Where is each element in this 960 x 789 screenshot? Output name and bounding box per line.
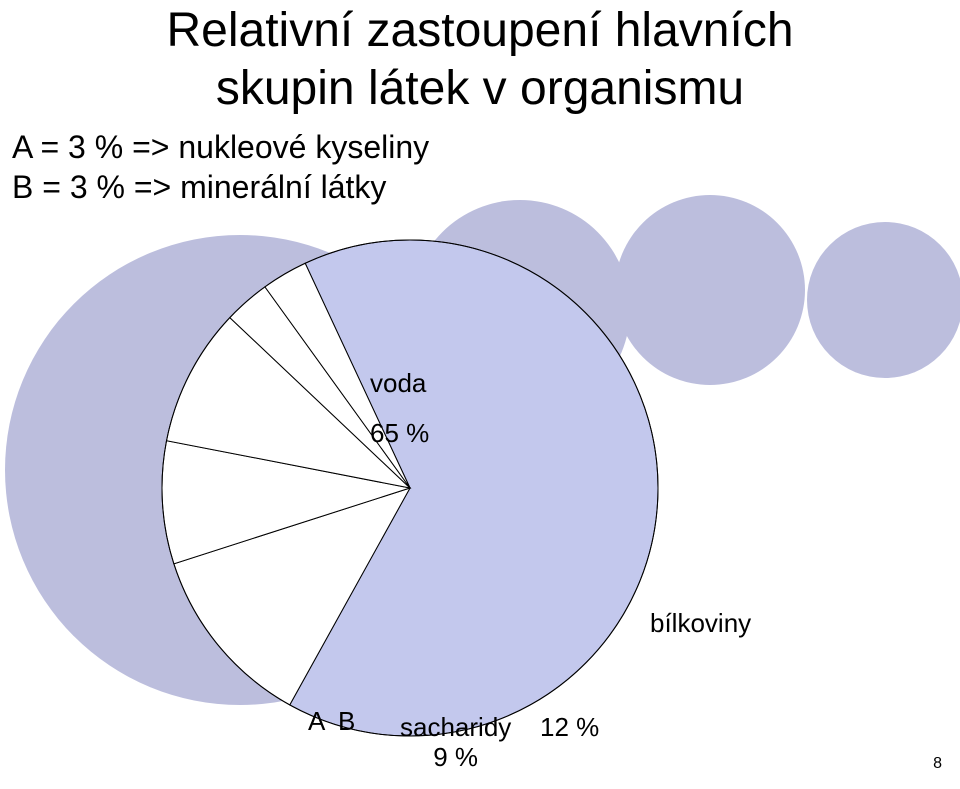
pie-svg (160, 238, 660, 738)
label-bilkoviny-pct: 12 % (540, 712, 599, 742)
note-b: B = 3 % => minerální látky (12, 168, 386, 206)
page-title: Relativní zastoupení hlavních skupin lát… (0, 2, 960, 118)
pie-chart: voda 65 % B A (160, 238, 660, 738)
label-b: B (338, 706, 355, 736)
page-number: 8 (933, 755, 942, 773)
label-sacharidy: sacharidy 9 % (400, 712, 511, 772)
title-line-1: Relativní zastoupení hlavních (166, 4, 793, 57)
title-line-2: skupin látek v organismu (216, 62, 744, 115)
label-sacharidy-name: sacharidy (400, 712, 511, 742)
label-bilkoviny: bílkoviny (650, 608, 751, 638)
label-sacharidy-pct: 9 % (433, 742, 478, 772)
label-a: A (308, 706, 325, 736)
label-voda: voda (370, 368, 426, 398)
bg-circle (807, 222, 960, 378)
note-a: A = 3 % => nukleové kyseliny (12, 128, 429, 166)
label-voda-pct: 65 % (370, 418, 429, 448)
